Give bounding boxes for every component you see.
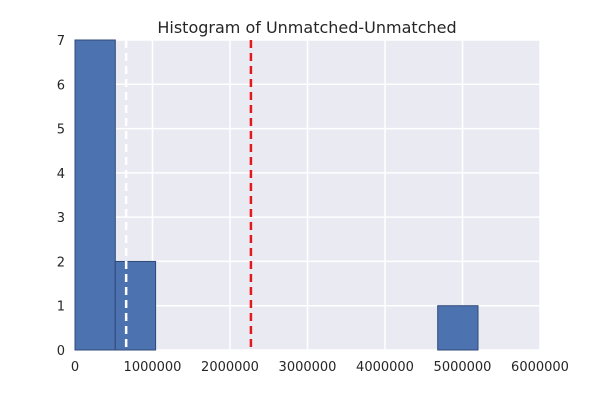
y-tick-label-0: 0 (57, 344, 65, 359)
y-tick-label-4: 4 (57, 167, 65, 182)
y-tick-label-2: 2 (57, 255, 65, 270)
y-tick-label-5: 5 (57, 123, 65, 138)
y-tick-label-3: 3 (57, 211, 65, 226)
x-tick-label-0: 0 (71, 360, 79, 375)
x-axis-ticks: 0 1000000 2000000 3000000 4000000 5000000 6000… (71, 360, 569, 375)
x-tick-label-4: 4000000 (356, 360, 414, 375)
x-tick-label-1: 1000000 (124, 360, 182, 375)
x-tick-label-2: 2000000 (201, 360, 259, 375)
x-tick-label-5: 5000000 (434, 360, 492, 375)
histogram-bar-1 (114, 260, 157, 351)
histogram-bar-0 (74, 39, 116, 351)
chart-title: Histogram of Unmatched-Unmatched (157, 18, 456, 37)
x-tick-label-3: 3000000 (279, 360, 337, 375)
y-tick-label-6: 6 (57, 78, 65, 93)
y-tick-label-1: 1 (57, 300, 65, 315)
histogram-bars (74, 39, 479, 351)
y-axis-ticks: 0 1 2 3 4 5 6 7 (57, 34, 65, 359)
y-tick-label-7: 7 (57, 34, 65, 49)
x-tick-label-6: 6000000 (511, 360, 569, 375)
histogram-bar-2 (437, 305, 479, 351)
